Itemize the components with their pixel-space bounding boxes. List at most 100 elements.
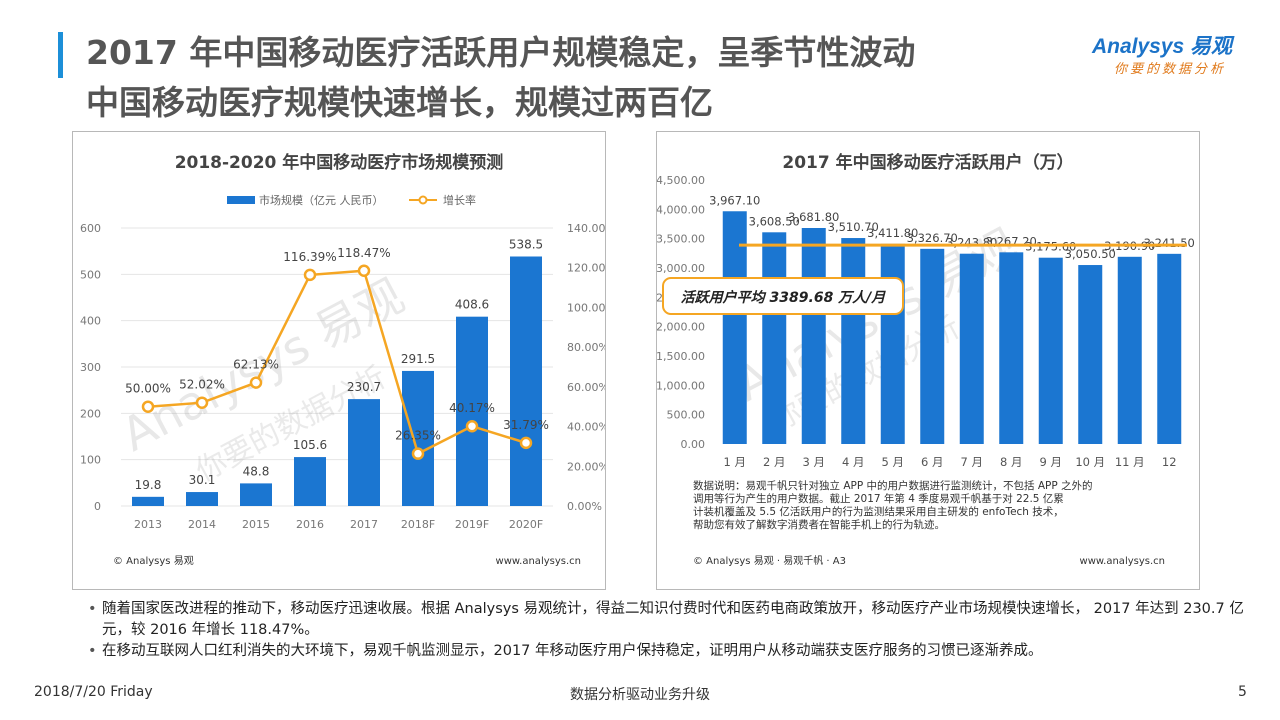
growth-rate-label: 31.79% [503, 418, 549, 432]
bar-value-label: 230.7 [347, 380, 381, 394]
x-tick-label: 12 [1162, 455, 1177, 469]
chart-url: www.analysys.cn [1080, 556, 1165, 567]
average-callout-box [662, 277, 904, 315]
x-tick-label: 2 月 [763, 455, 785, 469]
active-users-chart: 2017 年中国移动医疗活跃用户（万） 0.00 500.00 1,000.00 1,5… [656, 152, 1195, 567]
x-tick-label: 4 月 [842, 455, 864, 469]
bar [841, 238, 866, 444]
y-right-tick-label: 140.00% [567, 222, 605, 235]
chart-credit: © Analysys 易观 [113, 555, 194, 567]
growth-rate-label: 50.00% [125, 382, 171, 396]
x-tick-label: 5 月 [882, 455, 904, 469]
bar [348, 399, 380, 506]
bar-value-label: 3,241.50 [1144, 236, 1195, 250]
footer-date: 2018/7/20 Friday [34, 684, 153, 700]
growth-rate-label: 26.35% [395, 429, 441, 443]
chart-title: 2018-2020 年中国移动医疗市场规模预测 [175, 152, 504, 173]
growth-rate-label: 40.17% [449, 401, 495, 415]
bar-value-label: 408.6 [455, 298, 489, 312]
bar [132, 496, 164, 506]
growth-rate-label: 62.13% [233, 358, 279, 372]
bar-value-label: 3,608.50 [749, 214, 800, 228]
logo-tagline: 你要的数据分析 [1114, 62, 1227, 77]
x-tick-label: 1 月 [724, 455, 746, 469]
bar-value-label: 3,175.60 [1025, 240, 1076, 254]
data-note-line: 帮助您有效了解数字消费者在智能手机上的行为轨迹。 [693, 518, 945, 531]
logo-wordmark: Analysys 易观 [1092, 35, 1233, 58]
average-callout-label: 活跃用户平均 3389.68 万人/月 [681, 289, 887, 306]
y-tick-label: 4,000.00 [657, 203, 705, 216]
growth-rate-label: 116.39% [283, 250, 336, 264]
bar [1157, 253, 1182, 444]
x-tick-label: 2019F [455, 518, 489, 531]
growth-rate-point [195, 396, 209, 409]
growth-rate-point [303, 268, 317, 282]
y-right-tick-label: 100.00% [567, 301, 605, 314]
growth-rate-point [465, 419, 479, 433]
bar-value-label: 3,050.50 [1065, 247, 1116, 261]
y-tick-label: 4,500.00 [657, 174, 705, 187]
title-line-1: 2017 年中国移动医疗活跃用户规模稳定，呈季节性波动 [86, 33, 916, 72]
x-tick-label: 3 月 [803, 455, 825, 469]
bar [294, 457, 326, 506]
x-tick-label: 2013 [134, 518, 162, 531]
growth-rate-point [411, 447, 425, 460]
x-tick-label: 11 月 [1115, 455, 1145, 469]
y-right-tick-label: 20.00% [567, 460, 605, 473]
bar [801, 228, 826, 444]
x-tick-label: 10 月 [1075, 455, 1105, 469]
x-tick-label: 2014 [188, 518, 216, 531]
y-tick-label: 3,500.00 [657, 233, 705, 246]
y-left-tick-label: 300 [80, 361, 101, 374]
market-size-chart-panel: 2018-2020 年中国移动医疗市场规模预测 市场规模（亿元 人民币） 增长率 0 1… [72, 131, 616, 590]
bar-value-label: 30.1 [189, 473, 216, 487]
bar-value-label: 105.6 [293, 438, 327, 452]
y-right-tick-label: 0.00% [567, 500, 602, 513]
growth-rate-line [147, 269, 527, 456]
bar-value-label: 538.5 [509, 237, 543, 251]
y-tick-label: 1,500.00 [657, 350, 705, 363]
y-left-tick-label: 500 [80, 268, 101, 281]
x-tick-label: 2015 [242, 518, 270, 531]
bar-value-label: 3,510.70 [828, 220, 879, 234]
y-right-tick-label: 60.00% [567, 381, 605, 394]
bar [240, 483, 272, 506]
bar [186, 492, 218, 506]
growth-rate-point [519, 436, 533, 450]
data-note-line: 调用等行为产生的用户数据。截止 2017 年第 4 季度易观千帆基于对 22.5… [693, 492, 1064, 505]
x-tick-label: 6 月 [921, 455, 943, 469]
bar [762, 232, 787, 444]
page-number: 5 [1238, 684, 1247, 700]
chart-title: 2017 年中国移动医疗活跃用户（万） [782, 152, 1073, 173]
growth-rate-point [141, 400, 155, 413]
y-right-tick-label: 80.00% [567, 341, 605, 354]
growth-rate-point [249, 376, 263, 389]
legend-label-line: 增长率 [443, 193, 476, 207]
y-left-tick-label: 0 [94, 500, 101, 513]
bar-value-label: 3,681.80 [788, 210, 839, 224]
bar-value-label: 48.8 [243, 464, 270, 478]
bar-value-label: 3,411.80 [867, 226, 918, 240]
x-tick-label: 2018F [401, 518, 435, 531]
bar [999, 252, 1024, 444]
y-tick-label: 2,000.00 [657, 321, 705, 334]
bullet-list: 随着国家医改进程的推动下，移动医疗迅速收展。根据 Analysys 易观统计，得… [86, 599, 1266, 662]
title-accent-bar [58, 32, 63, 78]
active-users-chart-panel: 2017 年中国移动医疗活跃用户（万） 0.00 500.00 1,000.00 1,5… [656, 131, 1200, 590]
x-tick-label: 2020F [509, 518, 543, 531]
y-right-tick-label: 40.00% [567, 421, 605, 434]
footer-slogan: 数据分析驱动业务升级 [570, 687, 710, 703]
bar [722, 211, 747, 444]
bar [456, 316, 488, 506]
chart-credit: © Analysys 易观 · 易观千帆 · A3 [693, 554, 846, 567]
y-left-tick-label: 400 [80, 315, 101, 328]
title-line-2: 中国移动医疗规模快速增长，规模过两百亿 [86, 83, 713, 122]
growth-rate-label: 118.47% [337, 246, 390, 260]
growth-rate-label: 52.02% [179, 378, 225, 392]
bar [1078, 265, 1103, 444]
bar [510, 256, 542, 506]
bar-value-label: 3,326.70 [907, 231, 958, 245]
chart-url: www.analysys.cn [496, 556, 581, 567]
bar [1117, 256, 1142, 444]
